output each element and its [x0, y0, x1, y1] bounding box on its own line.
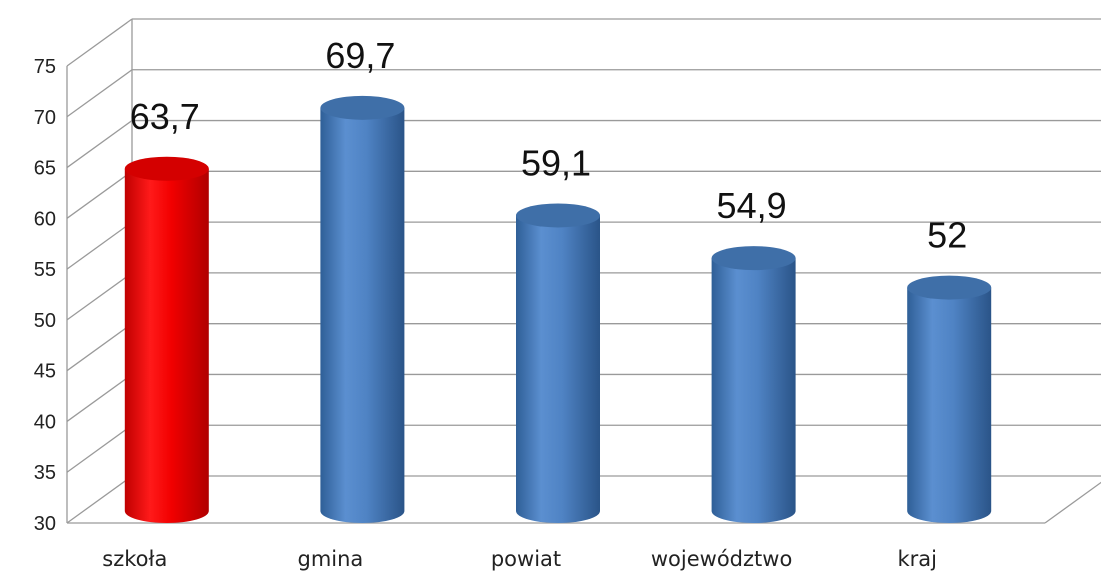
y-tick-label: 75	[34, 56, 56, 78]
gridline-side	[66, 424, 133, 473]
y-tick-label: 35	[34, 462, 56, 484]
y-tick-label: 30	[34, 513, 56, 535]
y-tick-label: 40	[34, 411, 56, 433]
x-tick-label: województwo	[651, 547, 792, 571]
bars	[124, 95, 992, 523]
y-tick-label: 45	[34, 361, 56, 383]
bar	[516, 215, 600, 523]
bar	[124, 168, 209, 523]
gridline-side	[66, 18, 133, 67]
y-axis-ticks: 30 35 40 45 50 55 60 65 70 75	[34, 56, 56, 535]
data-label: 52	[927, 215, 967, 256]
gridline-side	[66, 475, 133, 524]
bar-top	[320, 95, 405, 120]
gridline-side	[66, 272, 133, 321]
y-tick-label: 50	[34, 310, 56, 332]
gridline-side	[66, 323, 133, 372]
bar	[320, 107, 405, 523]
bar-top	[711, 246, 796, 271]
bar	[907, 287, 992, 523]
bar-top	[124, 156, 209, 181]
data-labels: 63,7 69,7 59,1 54,9 52	[130, 35, 967, 256]
x-tick-label: szkoła	[102, 547, 167, 571]
x-tick-label: gmina	[297, 547, 363, 571]
gridline-side	[66, 221, 133, 270]
bar-top	[907, 275, 992, 300]
gridline-side	[66, 69, 133, 118]
gridline-side	[66, 170, 133, 219]
y-tick-label: 70	[34, 107, 56, 129]
floor-right-edge	[1044, 481, 1101, 524]
bar-top	[516, 203, 600, 228]
y-tick-label: 65	[34, 158, 56, 180]
data-label: 54,9	[717, 185, 787, 226]
x-tick-label: powiat	[491, 547, 561, 571]
data-label: 59,1	[521, 142, 591, 183]
bar	[711, 258, 796, 523]
gridline-side	[66, 120, 133, 169]
data-label: 69,7	[325, 35, 395, 76]
y-tick-label: 60	[34, 208, 56, 230]
x-tick-label: kraj	[897, 547, 937, 571]
gridline-side	[66, 373, 133, 422]
x-axis-categories: szkoła gmina powiat województwo kraj	[102, 547, 937, 571]
data-label: 63,7	[130, 96, 200, 137]
y-tick-label: 55	[34, 259, 56, 281]
